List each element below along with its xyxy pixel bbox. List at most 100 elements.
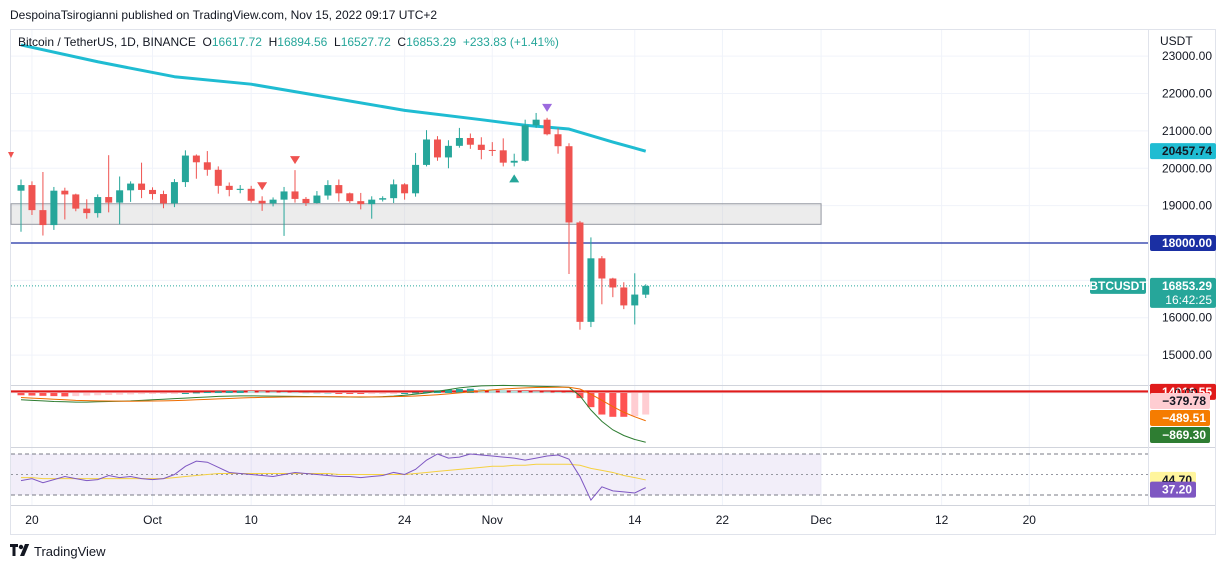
candle-body: [236, 188, 244, 190]
macd-histogram-bar: [412, 392, 420, 394]
candle: [72, 193, 80, 212]
macd-line: [20, 384, 646, 443]
candle: [444, 140, 452, 169]
candle-body: [324, 185, 332, 196]
buy-signal-marker: [509, 174, 520, 183]
candle: [620, 282, 628, 310]
candle: [83, 199, 91, 219]
macd-histogram-bar: [138, 393, 146, 395]
candle: [532, 112, 540, 128]
candle-body: [83, 208, 91, 214]
candle-body: [444, 145, 452, 158]
macd-histogram-bar: [258, 391, 266, 393]
macd-histogram-bar: [620, 393, 628, 417]
legend-gap: [196, 35, 203, 49]
macd-histogram-bar: [313, 392, 321, 394]
time-axis-tick: 12: [935, 513, 949, 527]
macd-histogram-bar: [554, 391, 562, 393]
candle-body: [50, 190, 58, 226]
legend-open: 16617.72: [212, 35, 262, 49]
candle: [543, 117, 551, 136]
macd-signal-tag-bg: [1150, 410, 1210, 426]
macd-value-tag-bg: [1150, 427, 1210, 443]
price-axis-tick: 15000.00: [1162, 348, 1212, 362]
candle: [488, 142, 496, 156]
candle: [379, 196, 387, 202]
candle-body: [159, 194, 167, 204]
macd-value-tag: −869.30: [1162, 428, 1206, 442]
macd-histogram-bar: [39, 393, 47, 396]
macd-histogram-bar: [642, 393, 650, 415]
footer-brand[interactable]: TradingView: [34, 544, 106, 559]
candle-body: [401, 184, 409, 194]
candle-body: [335, 185, 343, 194]
candle: [138, 162, 146, 199]
time-axis-tick: Dec: [810, 513, 831, 527]
price-axis-tick: 23000.00: [1162, 49, 1212, 63]
macd-histogram-bar: [291, 392, 299, 394]
time-axis-tick: 22: [716, 513, 730, 527]
candle: [236, 185, 244, 194]
candle: [642, 284, 650, 299]
candle-body: [357, 201, 365, 205]
candle-body: [368, 199, 376, 205]
legend-gap: [391, 35, 398, 49]
candle: [477, 137, 485, 160]
candle: [116, 176, 124, 225]
price-axis-tick: 22000.00: [1162, 87, 1212, 101]
candle: [554, 128, 562, 154]
candle-body: [532, 119, 540, 126]
macd-histogram-bar: [28, 393, 36, 396]
macd-histogram-bar: [532, 391, 540, 393]
macd-histogram-bar: [181, 393, 189, 394]
candle: [50, 186, 58, 230]
candle: [423, 130, 431, 167]
candle: [39, 172, 47, 236]
rsi-line: [20, 453, 646, 502]
candle-body: [181, 155, 189, 183]
candle: [631, 273, 639, 325]
macd-signal-tag: −489.51: [1162, 411, 1206, 425]
macd-histogram-bar: [368, 393, 376, 394]
time-axis-tick: 24: [398, 513, 412, 527]
candle: [149, 187, 157, 200]
candle: [455, 127, 463, 148]
macd-histogram-bar: [379, 393, 387, 394]
candle-body: [477, 144, 485, 150]
macd-histogram-bar: [565, 392, 573, 394]
candle-body: [379, 198, 387, 200]
macd-histogram-bar: [127, 393, 135, 395]
legend-high-label: H: [269, 35, 278, 49]
macd-histogram-bar: [236, 390, 244, 393]
candle: [576, 220, 584, 330]
candle: [192, 154, 200, 179]
macd-histogram-bar: [192, 392, 200, 394]
time-axis-tick: Nov: [482, 513, 503, 527]
macd-histogram-bar: [335, 393, 343, 394]
price-axis-tick: 20000.00: [1162, 161, 1212, 175]
candle: [203, 151, 211, 176]
macd-histogram-bar: [83, 393, 91, 396]
macd-histogram-bar: [159, 393, 167, 394]
candle-body: [576, 222, 584, 322]
candle: [61, 187, 69, 220]
legend-high: 16894.56: [277, 35, 327, 49]
candle: [565, 143, 573, 275]
time-axis-tick: 10: [244, 513, 258, 527]
tradingview-logo-icon[interactable]: [10, 544, 30, 559]
rsi-ma-line: [21, 463, 646, 481]
candle-body: [247, 188, 255, 201]
candle: [412, 152, 420, 197]
legend-symbol: Bitcoin / TetherUS, 1D, BINANCE: [18, 35, 196, 49]
candle-body: [280, 191, 288, 200]
time-axis-tick: 14: [628, 513, 642, 527]
macd-histogram-bar: [280, 391, 288, 393]
legend-change: +233.83 (+1.41%): [463, 35, 559, 49]
macd-histogram-bar: [521, 391, 529, 393]
candle-body: [423, 139, 431, 165]
candle-body: [116, 190, 124, 203]
price-axis-tick: 21000.00: [1162, 124, 1212, 138]
support-price-tag: 18000.00: [1162, 236, 1212, 250]
candle: [225, 182, 233, 197]
